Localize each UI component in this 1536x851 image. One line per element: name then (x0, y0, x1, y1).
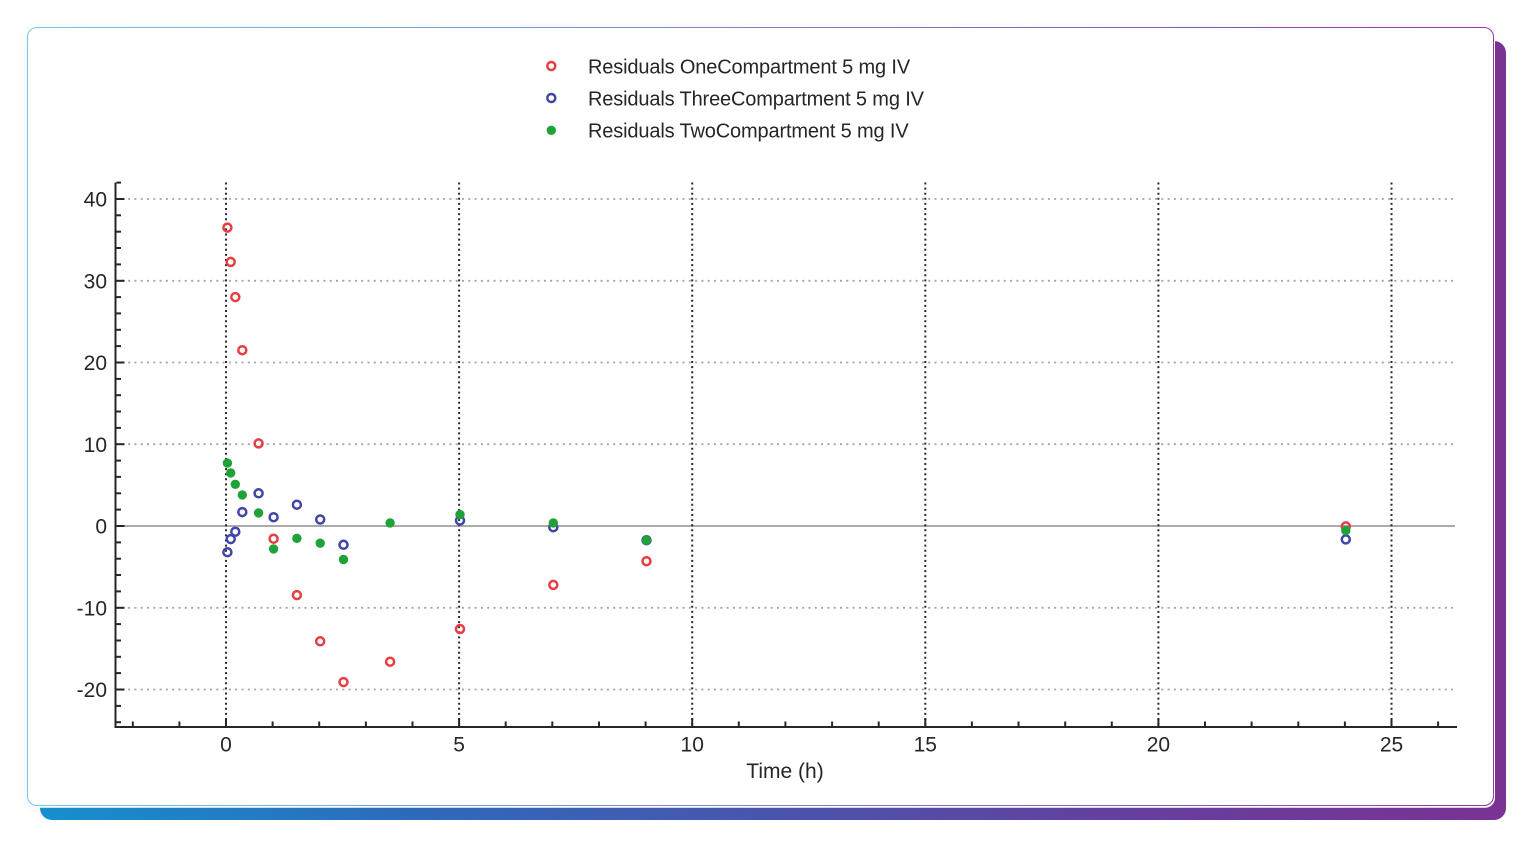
svg-text:Residuals TwoCompartment 5 mg: Residuals TwoCompartment 5 mg IV (588, 121, 909, 143)
svg-text:Time (h): Time (h) (746, 760, 823, 783)
svg-text:10: 10 (84, 434, 107, 457)
svg-text:Residuals ThreeCompartment 5 m: Residuals ThreeCompartment 5 mg IV (588, 88, 925, 110)
svg-text:Residuals OneCompartment 5 mg: Residuals OneCompartment 5 mg IV (588, 56, 911, 78)
svg-text:0: 0 (220, 734, 232, 757)
svg-text:10: 10 (681, 734, 704, 757)
svg-text:15: 15 (914, 734, 937, 757)
svg-text:20: 20 (1147, 734, 1170, 757)
svg-text:-10: -10 (77, 597, 107, 620)
svg-text:20: 20 (84, 352, 107, 375)
svg-text:30: 30 (84, 270, 107, 293)
svg-text:25: 25 (1380, 734, 1403, 757)
svg-text:40: 40 (84, 189, 107, 212)
svg-text:5: 5 (453, 734, 465, 757)
svg-text:0: 0 (95, 516, 107, 539)
svg-text:-20: -20 (77, 679, 107, 702)
